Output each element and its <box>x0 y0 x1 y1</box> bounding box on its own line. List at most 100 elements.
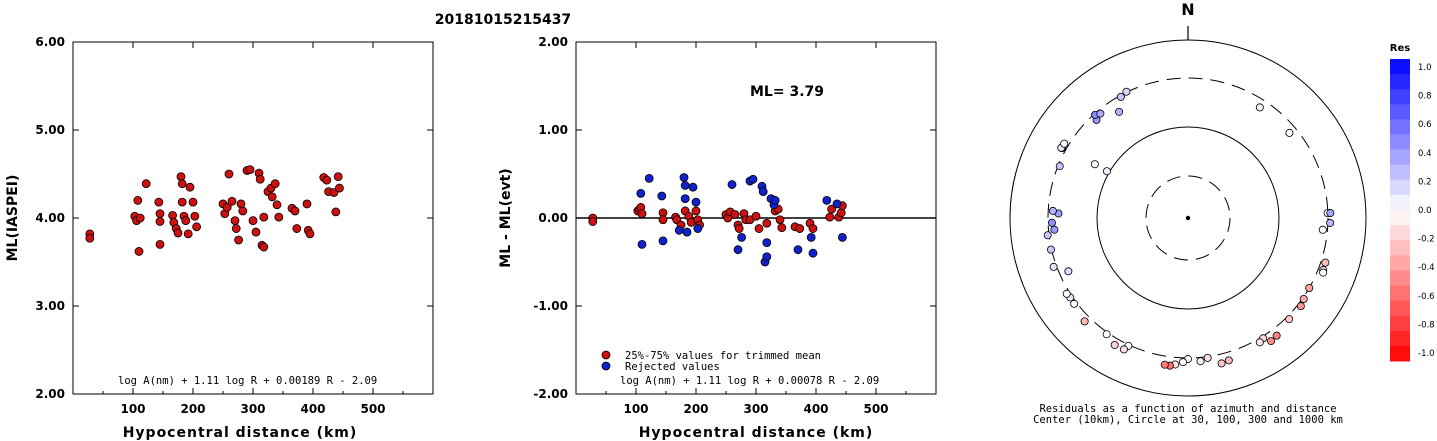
circle-100km <box>1096 126 1280 310</box>
colorbar-tick-label: -0.2 <box>1418 235 1435 245</box>
chart1-y-ticks: 2.00 3.00 4.00 5.00 6.00 <box>35 35 433 401</box>
station-marker <box>1110 340 1119 349</box>
azimuth-map-stations <box>1043 87 1335 370</box>
y-tick-label: 6.00 <box>35 35 65 49</box>
data-point <box>793 245 803 255</box>
station-marker <box>1299 295 1308 304</box>
data-point <box>674 225 684 235</box>
station-marker <box>1064 267 1073 276</box>
map-caption-line1: Residuals as a function of azimuth and d… <box>1039 403 1336 415</box>
data-point <box>727 180 737 189</box>
data-point <box>637 239 647 249</box>
data-point <box>185 182 195 192</box>
colorbar-swatch <box>1390 74 1410 90</box>
data-point <box>272 200 282 210</box>
chart2-x-label: Hypocentral distance (km) <box>639 425 874 441</box>
x-tick-label: 400 <box>300 402 325 416</box>
station-marker <box>1047 218 1056 227</box>
x-tick-label: 300 <box>743 402 768 416</box>
data-point <box>85 233 95 243</box>
data-point <box>154 197 164 207</box>
data-point <box>155 217 165 226</box>
colorbar-tick-label: 0.0 <box>1418 206 1432 216</box>
data-point <box>177 179 187 189</box>
station-marker <box>1060 139 1069 148</box>
station-marker <box>1319 268 1328 277</box>
station-marker <box>1050 225 1059 234</box>
data-point <box>292 224 302 233</box>
chart1-x-label: Hypocentral distance (km) <box>123 425 358 441</box>
circle-300km <box>1047 77 1329 359</box>
colorbar-swatch <box>1390 330 1410 347</box>
data-point <box>758 187 768 197</box>
data-point <box>231 224 241 233</box>
epicenter-marker <box>1185 215 1191 221</box>
x-tick-label: 400 <box>803 402 828 416</box>
data-point <box>168 210 178 220</box>
station-marker <box>1326 218 1335 227</box>
y-tick-label: 5.00 <box>35 123 65 137</box>
station-marker <box>1196 357 1205 366</box>
figure-title: 20181015215437 <box>435 12 571 28</box>
residual-colorbar: Res 1.0 0.8 0.6 0.4 0.2 0.0 -0.2 -0.4 -0.6 -0.8 -1… <box>1390 43 1435 362</box>
colorbar-tick-label: -0.4 <box>1418 263 1435 273</box>
data-point <box>730 210 740 219</box>
data-point <box>762 238 772 248</box>
data-point <box>838 232 847 242</box>
data-point <box>832 199 842 209</box>
station-marker <box>1080 317 1089 326</box>
data-point <box>658 236 668 246</box>
data-point <box>177 197 187 207</box>
colorbar-swatch <box>1390 315 1410 332</box>
colorbar-swatch <box>1390 134 1410 151</box>
data-point <box>181 216 191 226</box>
station-marker <box>1160 360 1169 369</box>
x-tick-label: 100 <box>120 402 145 416</box>
data-point <box>836 208 846 218</box>
station-marker <box>1055 162 1064 171</box>
colorbar-swatch <box>1390 149 1410 166</box>
data-point <box>322 175 332 185</box>
chart2-y-label: ML - ML(evt) <box>498 168 514 267</box>
colorbar-swatch <box>1390 270 1410 286</box>
data-point <box>334 183 344 193</box>
colorbar-tick-label: -1.0 <box>1418 349 1435 359</box>
data-point <box>680 181 690 190</box>
colorbar-swatch <box>1390 210 1410 226</box>
data-point <box>331 207 341 217</box>
data-point <box>762 252 772 262</box>
data-point <box>693 224 703 233</box>
data-point <box>679 173 689 182</box>
data-point <box>305 229 315 239</box>
colorbar-swatch <box>1390 104 1410 120</box>
data-point <box>754 224 764 233</box>
data-point <box>682 227 692 237</box>
colorbar-tick-label: 0.6 <box>1418 120 1432 130</box>
ml-vs-distance-chart: 2.00 3.00 4.00 5.00 6.00 100 200 300 400 500 log… <box>5 35 434 441</box>
data-point <box>274 212 284 222</box>
data-point <box>230 216 240 226</box>
residual-azimuth-map: N Residuals as a function of azimuth and… <box>1009 0 1367 426</box>
station-marker <box>1296 302 1305 311</box>
colorbar-tick-labels: 1.0 0.8 0.6 0.4 0.2 0.0 -0.2 -0.4 -0.6 -0.8 -1.0 <box>1418 63 1435 359</box>
data-point <box>734 224 744 233</box>
y-tick-label: 2.00 <box>538 35 568 49</box>
chart2-formula: log A(nm) + 1.11 log R + 0.00078 R - 2.0… <box>620 375 879 387</box>
data-point <box>245 165 255 175</box>
data-point <box>636 188 646 198</box>
data-point <box>762 218 772 228</box>
colorbar-tick-label: 0.4 <box>1418 149 1432 159</box>
data-point <box>808 224 818 233</box>
data-point <box>192 222 202 232</box>
chart2-x-ticks: 100 200 300 400 500 <box>605 42 907 416</box>
colorbar-swatch <box>1390 255 1410 271</box>
data-point <box>155 239 165 249</box>
colorbar-swatch <box>1390 89 1410 105</box>
colorbar-tick-label: 0.8 <box>1418 92 1432 102</box>
data-point <box>259 242 269 252</box>
data-point <box>224 169 234 179</box>
data-point <box>133 195 143 205</box>
station-marker <box>1255 103 1264 112</box>
station-marker <box>1285 315 1294 324</box>
legend-trimmed-marker <box>601 350 611 360</box>
